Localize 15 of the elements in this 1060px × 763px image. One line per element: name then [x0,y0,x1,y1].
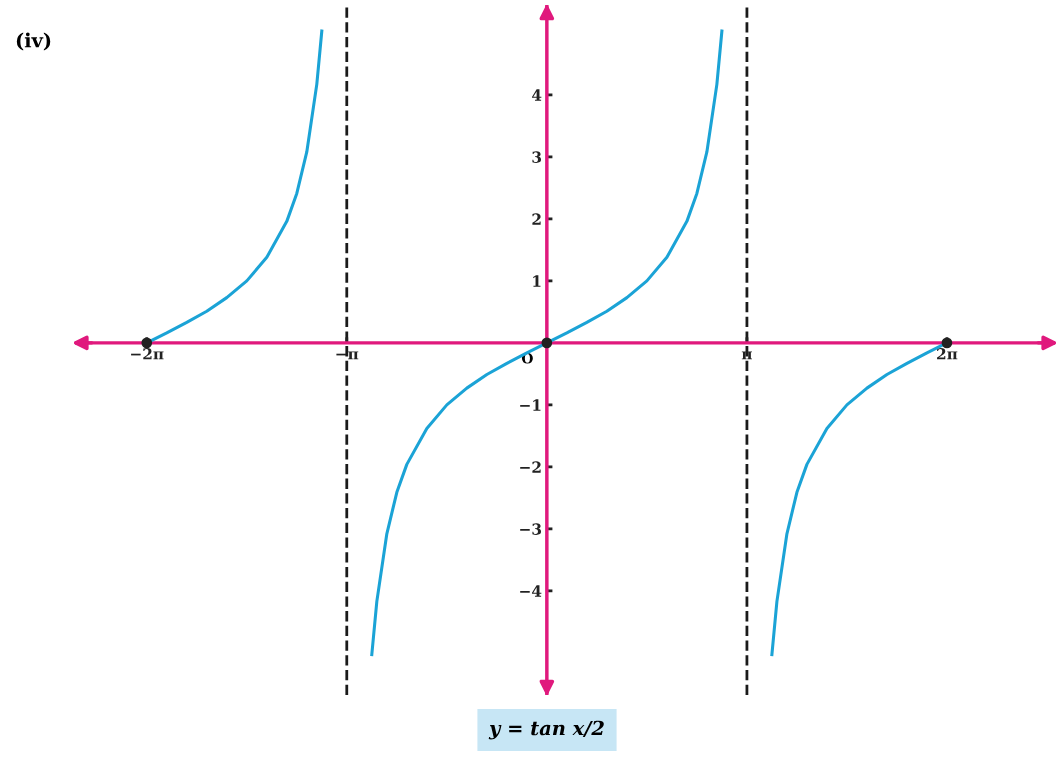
y-tick-label: −3 [520,523,542,535]
y-tick-label: 1 [533,275,541,287]
y-tick-label: −1 [520,399,541,411]
y-tick-label: 3 [532,151,542,163]
x-tick-label: −2π [131,348,164,360]
y-tick-label: −4 [520,585,542,597]
x-tick-label: −π [336,351,359,360]
y-tick-label: 2 [532,213,541,225]
text: (iv) [16,32,51,51]
text: y = tan x/2 [488,720,604,740]
x-tick-label: π [741,351,752,360]
x-tick-label: 2π [937,348,958,360]
y-tick-label: 4 [531,89,542,101]
y-tick-label: −2 [520,461,541,473]
line-series [370,29,724,657]
